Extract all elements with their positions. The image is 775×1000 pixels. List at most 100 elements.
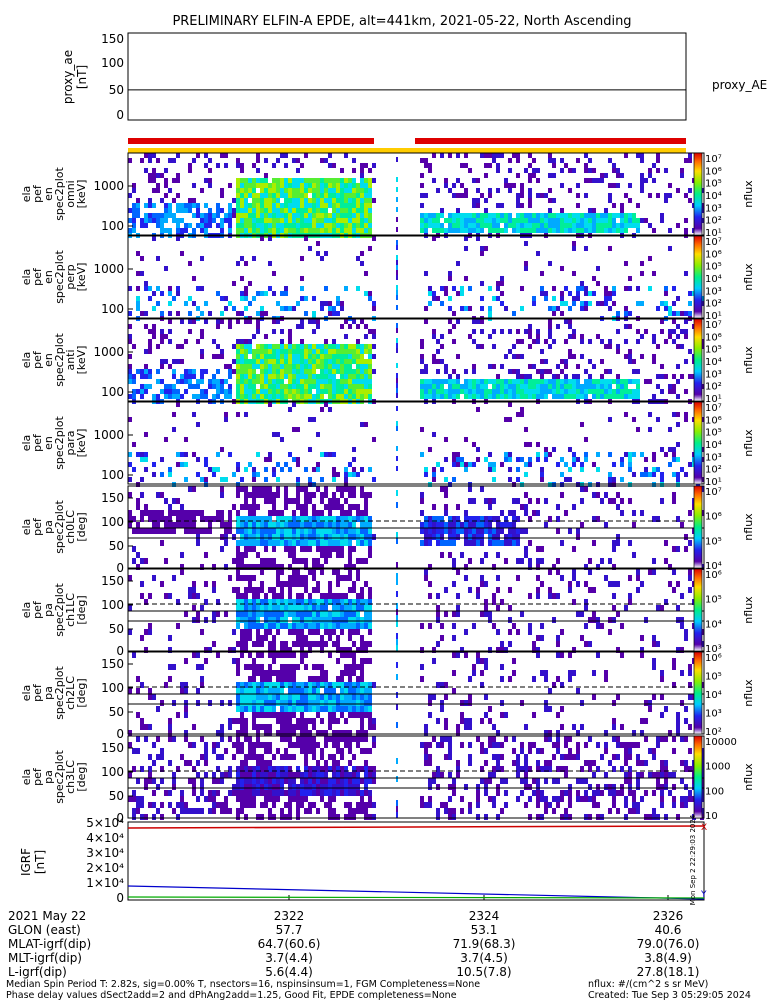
spectrogram-cell [316,364,320,369]
spectrogram-cell [332,528,336,534]
spectrogram-cell [356,510,360,516]
spectrogram-cell [268,778,272,784]
spectrogram-cell [528,629,532,635]
spectrogram-cell [356,339,360,344]
spectrogram-cell [360,599,364,605]
spectrogram-cell [648,472,652,477]
spectrogram-cell [420,664,424,670]
spectrogram-cell [432,223,436,228]
spectrogram-cell [612,593,616,599]
spectrogram-cell [236,178,240,183]
spectrogram-cell [360,218,364,223]
spectrogram-cell [584,168,588,173]
spectrogram-cell [576,528,580,534]
spectrogram-cell [548,173,552,178]
spectrogram-cell [580,213,584,218]
spectrogram-cell [608,389,612,394]
spectrogram-cell [588,587,592,593]
spectrogram-cell [656,417,660,422]
spectrogram-cell [600,359,604,364]
spectrogram-cell [340,688,344,694]
spectrogram-cell [440,528,444,534]
spectrogram-cell [264,364,268,369]
spectrogram-cell [276,389,280,394]
spectrogram-cell [284,492,288,498]
spectrogram-cell [520,700,524,706]
spectrogram-cell [284,359,288,364]
spectrogram-cell [592,611,596,617]
spectrogram-cell [276,564,280,570]
spectrogram-cell [640,178,644,183]
spectrogram-cell [236,718,240,724]
spectrogram-cell [680,700,684,706]
spectrogram-cell [288,706,292,712]
spectrogram-cell [352,605,356,611]
spectrogram-cell [288,344,292,349]
spectrogram-cell [456,394,460,399]
spectrogram-cell [660,670,664,676]
spectrogram-cell [668,311,672,316]
spectrogram-cell [640,647,644,653]
spectrogram-cell [308,676,312,682]
spectrogram-cell [256,311,260,316]
spectrogram-cell [336,718,340,724]
spectrogram-cell [368,291,372,296]
spectrogram-cell [364,389,368,394]
spectrogram-cell [220,754,224,760]
spectrogram-cell [608,558,612,564]
spectrogram-cell [264,766,268,772]
spectrogram-cell [176,344,180,349]
spectrogram-cell [304,153,308,158]
spectrogram-cell [280,344,284,349]
spectrogram-cell [292,546,296,552]
spectrogram-cell [264,334,268,339]
spectrogram-cell [356,208,360,213]
spectrogram-cell [248,694,252,700]
spectrogram-cell [288,766,292,772]
spectrogram-cell [328,552,332,558]
spectrogram-cell [284,718,288,724]
spectrogram-cell [196,772,200,778]
spectrogram-cell [316,208,320,213]
spectrogram-cell [476,344,480,349]
spectrogram-cell [640,218,644,223]
spectrogram-cell [204,213,208,218]
spectrogram-cell [164,384,168,389]
spectrogram-cell [300,593,304,599]
spectrogram-cell [504,712,508,718]
spectrogram-cell [456,384,460,389]
spectrogram-cell [264,311,268,316]
spectrogram-cell [340,354,344,359]
spectrogram-cell [344,522,348,528]
spectrogram-cell [256,599,260,605]
spectrogram-cell [236,193,240,198]
spectrogram-cell [396,639,398,645]
spectrogram-cell [276,492,280,498]
spectrogram-cell [564,374,568,379]
spectrogram-cell [536,384,540,389]
spectrogram-cell [264,540,268,546]
spectrogram-cell [340,712,344,718]
spectrogram-cell [196,384,200,389]
spectrogram-cell [252,682,256,688]
spectrogram-cell [296,324,300,329]
spectrogram-cell [344,354,348,359]
spectrogram-cell [484,581,488,587]
spectrogram-cell [448,223,452,228]
spectrogram-cell [504,389,508,394]
spectrogram-cell [192,412,196,417]
spectrogram-cell [240,552,244,558]
spectrogram-cell [320,546,324,552]
spectrogram-cell [636,427,640,432]
spectrogram-cell [464,467,468,472]
spectrogram-cell [588,168,592,173]
spectrogram-cell [616,581,620,587]
spectrogram-cell [228,452,232,457]
spectrogram-cell [352,522,356,528]
spectrogram-cell [360,251,364,256]
spectrogram-cell [132,528,136,534]
spectrogram-cell [428,291,432,296]
spectrogram-cell [200,228,204,233]
spectrogram-cell [360,492,364,498]
spectrogram-cell [396,177,398,182]
